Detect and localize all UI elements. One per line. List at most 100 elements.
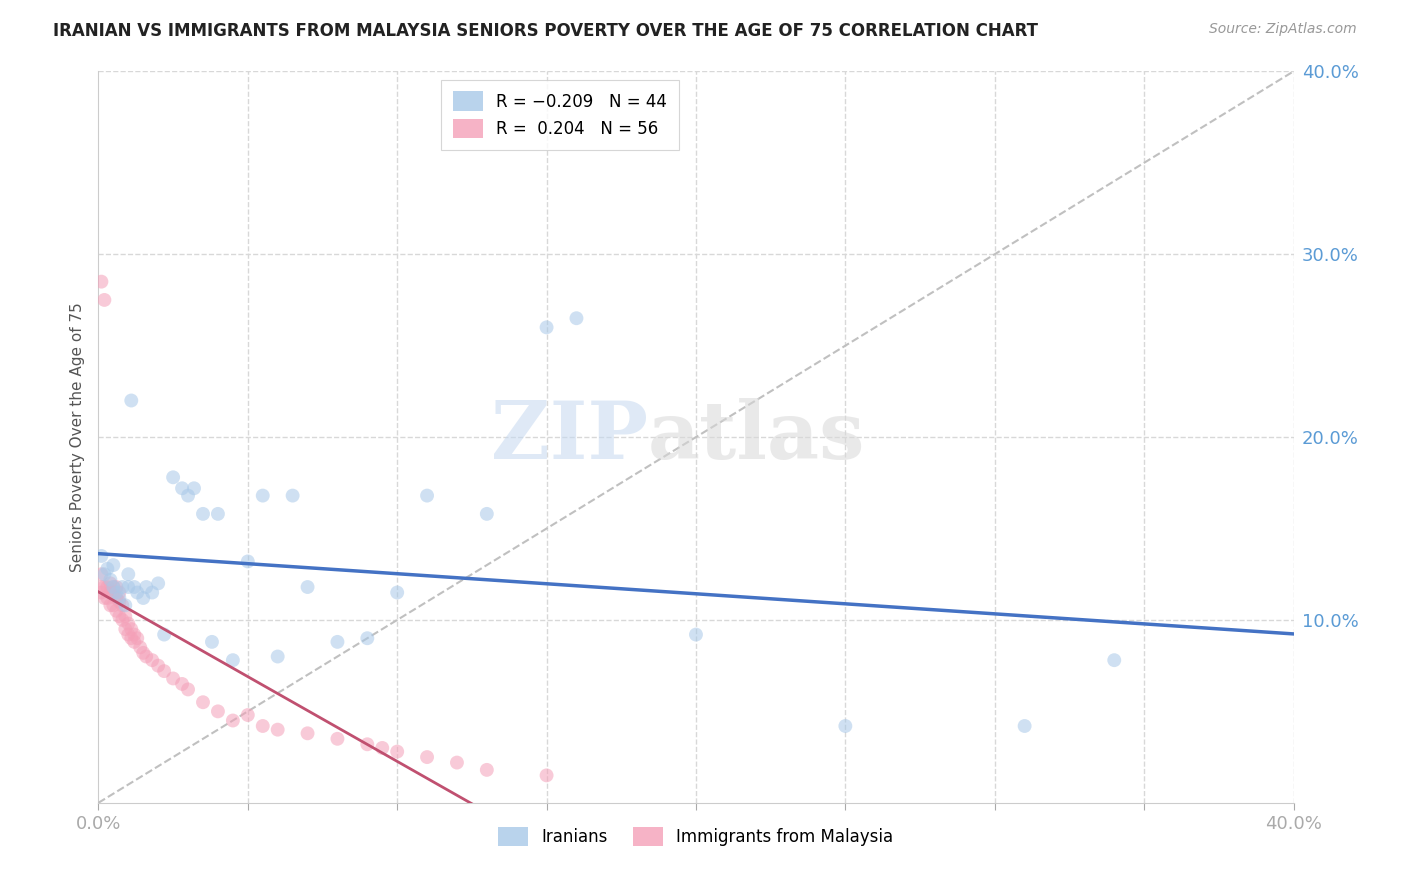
Point (297, 726, 319, 740)
Point (834, 719, 856, 733)
Point (252, 489, 274, 503)
Y-axis label: Seniors Poverty Over the Age of 75: Seniors Poverty Over the Age of 75 (69, 302, 84, 572)
Point (326, 731, 349, 746)
Point (135, 580, 157, 594)
Point (371, 740, 394, 755)
Point (98, 576, 122, 591)
Point (201, 635, 224, 649)
Point (98, 585, 122, 599)
Point (536, 320, 558, 334)
Legend: Iranians, Immigrants from Malaysia: Iranians, Immigrants from Malaysia (492, 821, 900, 853)
Point (281, 489, 304, 503)
Point (127, 632, 149, 646)
Text: atlas: atlas (648, 398, 866, 476)
Point (148, 658, 170, 673)
Point (132, 591, 155, 605)
Point (153, 664, 176, 678)
Point (172, 481, 194, 495)
Point (120, 393, 142, 408)
Point (132, 646, 155, 660)
Point (135, 649, 157, 664)
Point (177, 682, 200, 697)
Point (117, 580, 139, 594)
Point (416, 750, 439, 764)
Point (96, 580, 118, 594)
Point (177, 489, 200, 503)
Point (222, 653, 245, 667)
Point (141, 653, 163, 667)
Point (93, 580, 115, 594)
Point (90, 549, 112, 563)
Point (105, 585, 128, 599)
Point (222, 714, 245, 728)
Point (90, 567, 112, 582)
Point (108, 594, 131, 608)
Point (267, 649, 290, 664)
Point (108, 591, 131, 605)
Point (565, 311, 588, 326)
Point (475, 763, 498, 777)
Point (93, 293, 115, 307)
Point (172, 677, 194, 691)
Point (120, 622, 142, 636)
Point (191, 695, 214, 709)
Point (148, 576, 170, 591)
Point (105, 591, 128, 605)
Point (141, 585, 163, 599)
Point (117, 567, 139, 582)
Point (93, 567, 115, 582)
Point (90, 580, 112, 594)
Point (103, 558, 125, 573)
Point (103, 585, 125, 599)
Point (96, 562, 118, 576)
Point (356, 632, 378, 646)
Point (111, 580, 134, 594)
Point (103, 599, 125, 613)
Text: ZIP: ZIP (491, 398, 648, 476)
Point (446, 756, 468, 770)
Point (236, 708, 259, 723)
Point (236, 554, 259, 568)
Text: IRANIAN VS IMMIGRANTS FROM MALAYSIA SENIORS POVERTY OVER THE AGE OF 75 CORRELATI: IRANIAN VS IMMIGRANTS FROM MALAYSIA SENI… (53, 22, 1039, 40)
Point (105, 604, 128, 618)
Point (90, 275, 112, 289)
Point (183, 481, 205, 495)
Point (1014, 719, 1036, 733)
Point (124, 580, 146, 594)
Point (105, 580, 128, 594)
Point (162, 470, 184, 484)
Point (356, 737, 378, 751)
Point (536, 768, 558, 782)
Point (98, 573, 122, 587)
Point (103, 580, 125, 594)
Point (297, 580, 319, 594)
Point (162, 672, 184, 686)
Point (475, 507, 498, 521)
Point (129, 640, 152, 655)
Point (114, 622, 136, 636)
Point (124, 635, 146, 649)
Point (114, 599, 136, 613)
Point (108, 585, 131, 599)
Point (93, 591, 115, 605)
Point (111, 613, 134, 627)
Point (103, 580, 125, 594)
Point (117, 616, 139, 631)
Point (326, 635, 349, 649)
Point (252, 719, 274, 733)
Point (98, 599, 122, 613)
Point (111, 599, 134, 613)
Point (108, 609, 131, 624)
Point (127, 585, 149, 599)
Point (207, 507, 229, 521)
Point (1104, 653, 1126, 667)
Point (385, 585, 409, 599)
Point (120, 632, 142, 646)
Point (385, 745, 409, 759)
Point (90, 585, 112, 599)
Point (114, 609, 136, 624)
Point (685, 627, 707, 641)
Point (153, 627, 176, 641)
Point (117, 627, 139, 641)
Point (124, 627, 146, 641)
